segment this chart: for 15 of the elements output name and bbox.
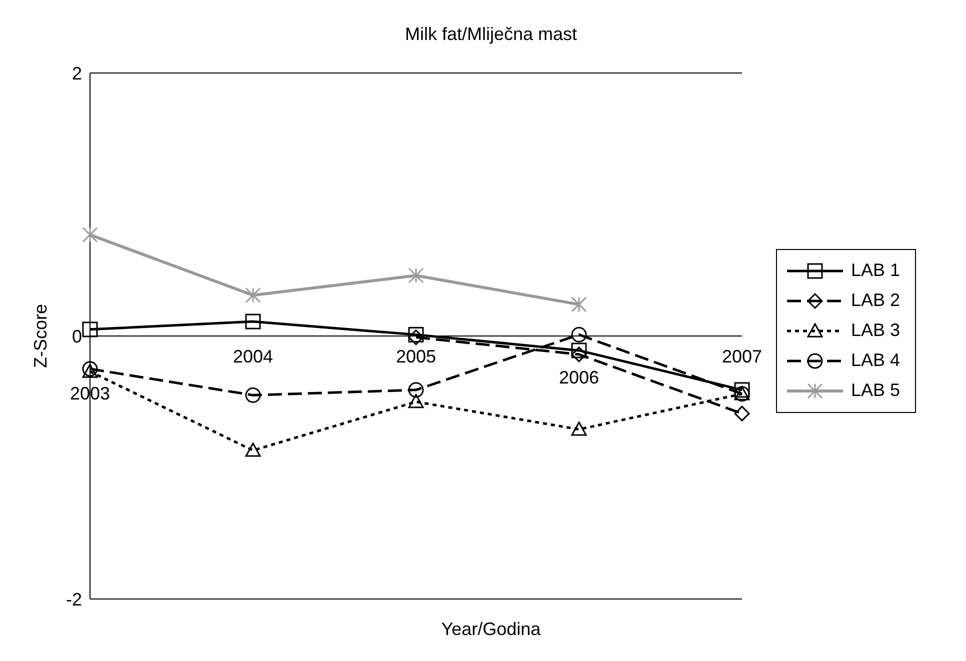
y-axis-title: Z-Score	[30, 304, 50, 368]
legend-label: LAB 2	[851, 290, 900, 311]
x-axis-title: Year/Godina	[440, 619, 542, 640]
y-tick-label: 0	[72, 326, 82, 346]
x-tick-label: 2007	[722, 346, 762, 366]
legend-label: LAB 3	[851, 320, 900, 341]
chart-title: Milk fat/Mliječna mast	[404, 24, 578, 45]
legend-label: LAB 4	[851, 350, 900, 371]
x-tick-label: 2004	[232, 346, 274, 366]
legend-label: LAB 5	[851, 380, 900, 401]
legend-label: LAB 1	[851, 260, 900, 281]
y-tick-label: 2	[72, 63, 82, 84]
x-tick-label: 2005	[396, 346, 436, 366]
x-tick-label: 2006	[558, 368, 600, 388]
y-tick-label: -2	[66, 589, 82, 610]
